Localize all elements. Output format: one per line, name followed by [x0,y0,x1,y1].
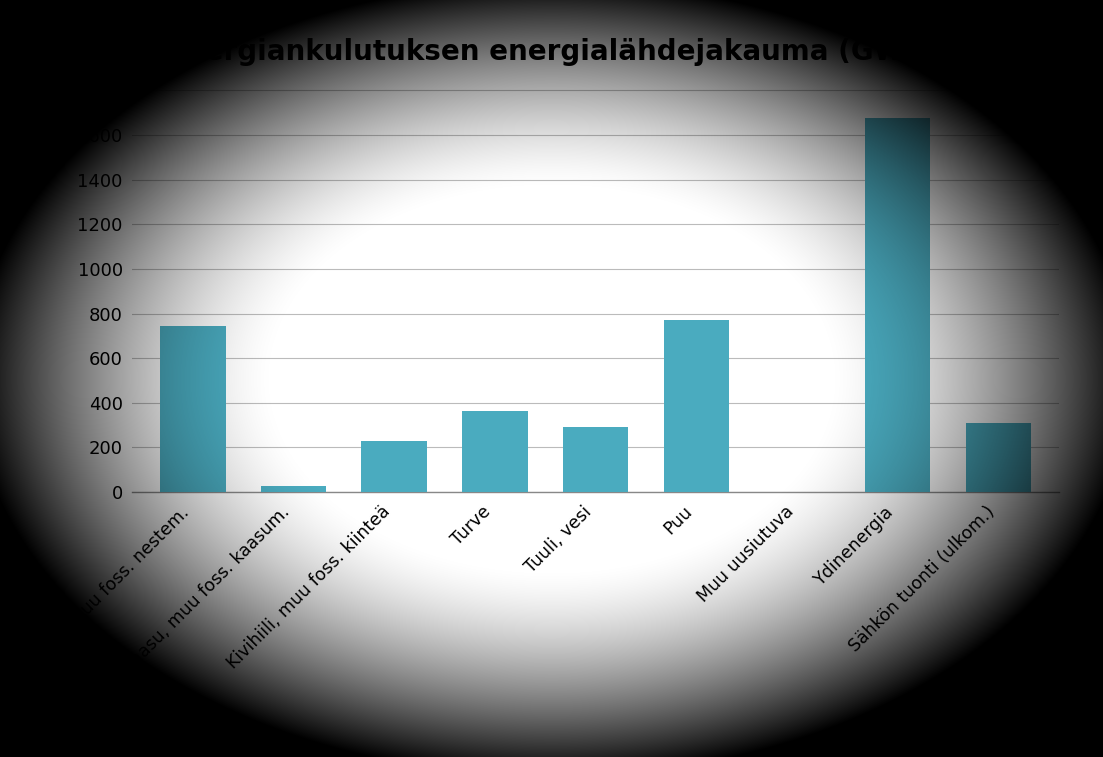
Bar [865,118,931,492]
Bar [563,428,629,492]
Bar [260,486,326,492]
Bar [462,410,527,492]
Text: Energiankulutuksen energialähdejakauma (GWh): Energiankulutuksen energialähdejakauma (… [167,38,936,66]
Bar [966,423,1031,492]
Bar [362,441,427,492]
Bar [160,326,225,492]
Bar [664,320,729,492]
